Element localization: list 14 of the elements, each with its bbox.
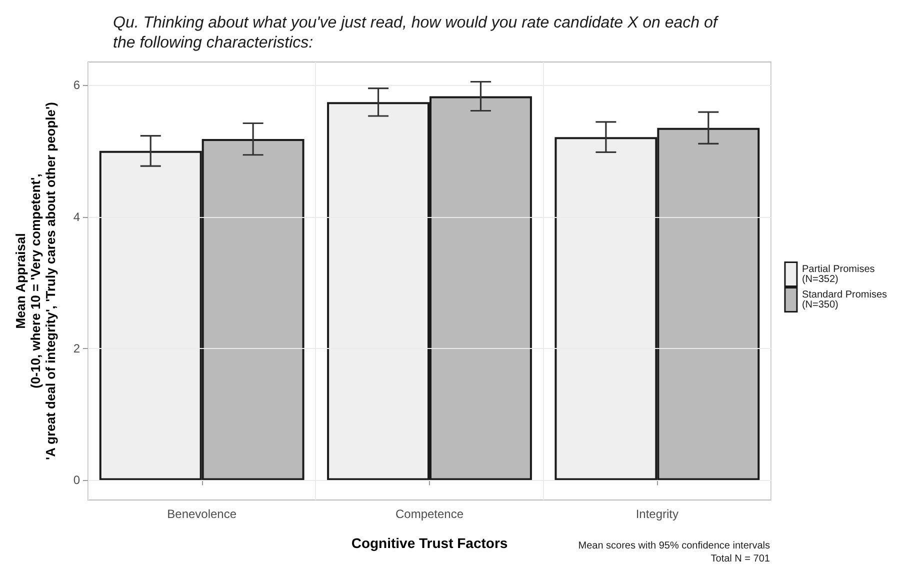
text: Total N = 701 [710,554,770,564]
y-tick-label: 4 [73,210,80,224]
x-tick-label: Benevolence [167,507,237,521]
legend-label: Standard Promises (N=350) [802,289,888,310]
x-axis-title: Cognitive Trust Factors [351,535,508,551]
y-axis-title: Mean Appraisal (0-10, where 10 = 'Very competent', 'A great deal of integrity', 'Truly cares about other people') [13,102,58,460]
y-tick-label: 0 [73,473,80,488]
y-tick-label: 2 [73,342,80,356]
text: Mean scores with 95% confidence intervals [578,540,770,552]
chart-title: Qu. Thinking about what you've just read, how would you rate candidate X on each of the following characteristics: [113,14,719,52]
y-tick-label: 6 [73,78,80,92]
x-tick-label: Competence [395,507,464,521]
x-tick-label: Integrity [636,507,679,521]
legend-label: Partial Promises (N=352) [802,264,875,285]
